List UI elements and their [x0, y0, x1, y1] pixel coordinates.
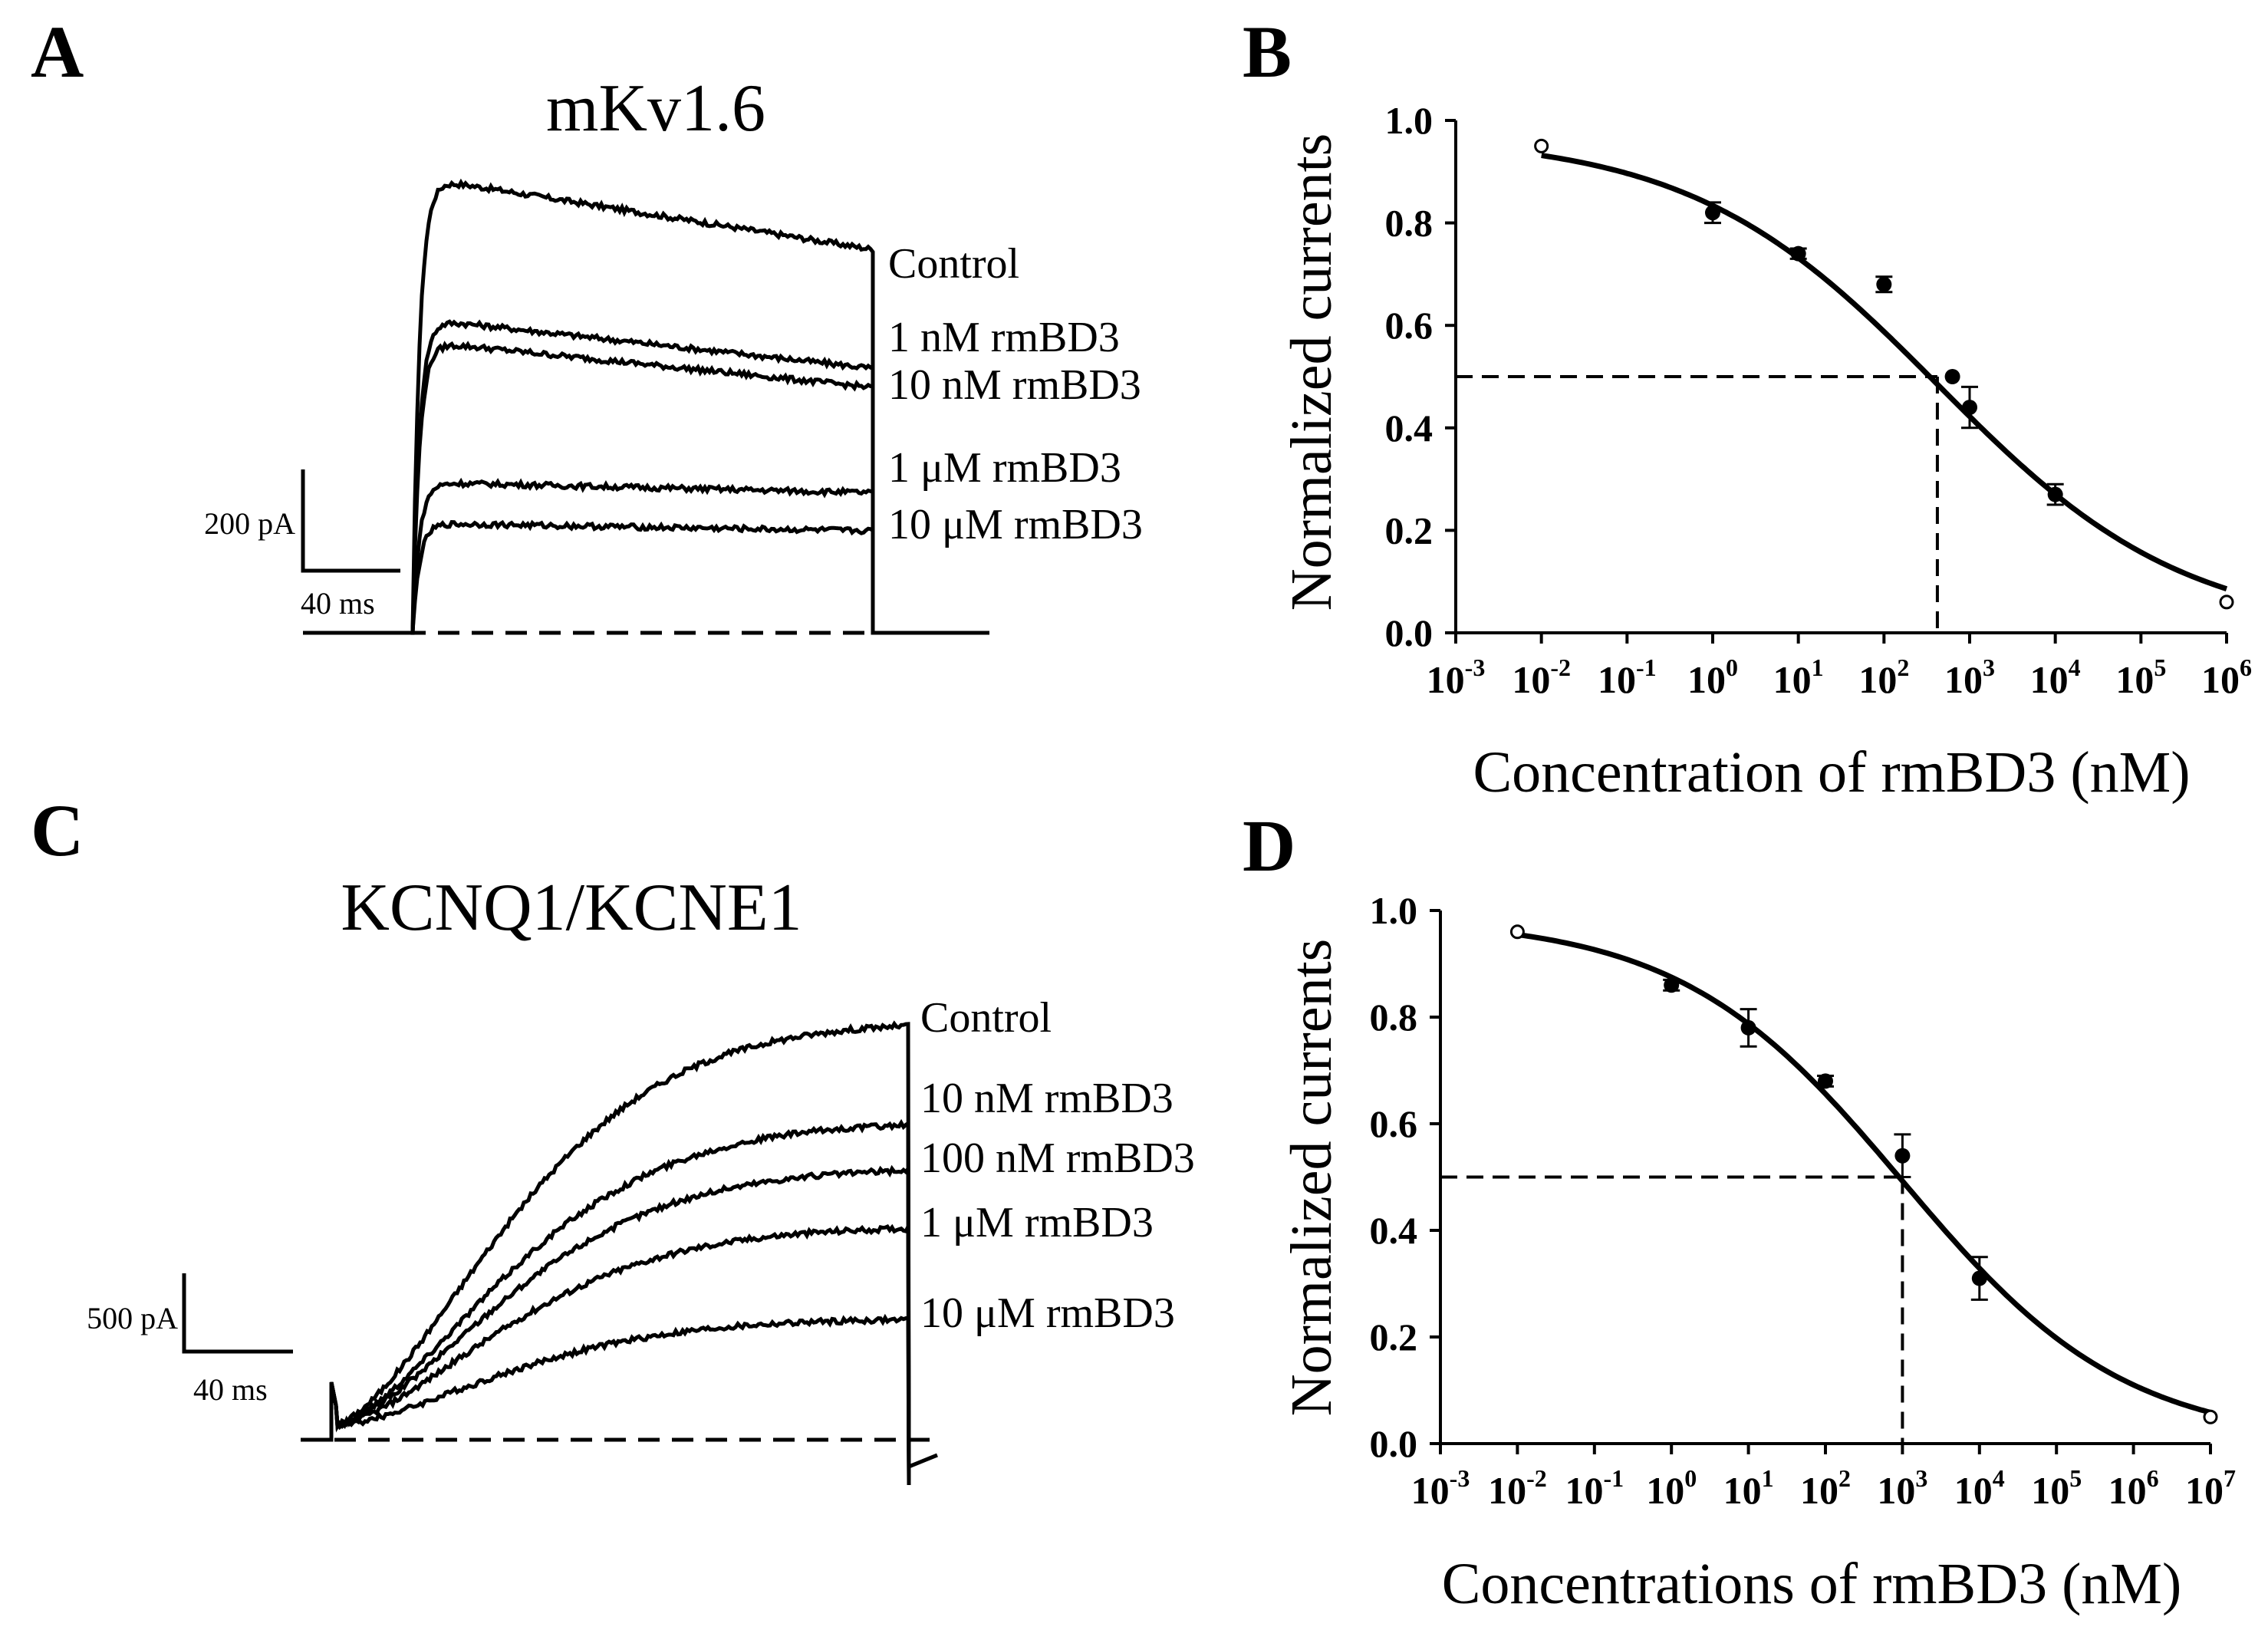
x-axis-title-b: Concentration of rmBD3 (nM)	[1473, 740, 2190, 805]
trace-label-c-1: 10 nM rmBD3	[920, 1075, 1174, 1122]
fit-endpoint-marker	[2219, 594, 2234, 610]
fit-endpoint-marker	[1534, 138, 1549, 153]
x-tick-label: 10-3	[1427, 654, 1486, 701]
scale-time-a: 40 ms	[301, 586, 375, 621]
trace-label-c-2: 100 nM rmBD3	[920, 1134, 1195, 1182]
x-tick-label: 10-1	[1565, 1464, 1624, 1512]
y-tick-label: 0.4	[1370, 1209, 1418, 1252]
panel-letter-c: C	[31, 789, 84, 871]
y-tick-label: 0.6	[1385, 304, 1434, 347]
x-tick-label: 102	[1800, 1464, 1851, 1512]
data-point	[1894, 1148, 1911, 1164]
data-point	[1944, 369, 1960, 384]
y-tick-label: 1.0	[1370, 889, 1418, 932]
current-trace-a-1	[303, 319, 875, 635]
current-trace-c-4	[301, 1313, 911, 1486]
current-trace-c-0	[301, 1020, 938, 1470]
data-point	[1971, 1270, 1987, 1286]
panel-letter-b: B	[1243, 11, 1292, 93]
fit-curve	[1541, 153, 2228, 592]
y-tick-label: 0.0	[1370, 1422, 1418, 1465]
trace-label-a-1: 1 nM rmBD3	[888, 314, 1120, 361]
y-tick-label: 0.6	[1370, 1102, 1418, 1145]
x-tick-label: 102	[1858, 654, 1909, 701]
x-tick-label: 100	[1687, 654, 1738, 701]
x-tick-label: 101	[1723, 1464, 1774, 1512]
current-trace-c-1	[301, 1118, 911, 1472]
x-tick-label: 105	[2115, 654, 2166, 701]
current-trace-a-2	[303, 341, 875, 635]
x-tick-label: 105	[2031, 1464, 2082, 1512]
x-tick-label: 10-2	[1488, 1464, 1547, 1512]
trace-label-c-4: 10 μM rmBD3	[920, 1289, 1175, 1337]
panel-a-title: mKv1.6	[546, 71, 765, 146]
x-tick-label: 10-2	[1512, 654, 1571, 701]
x-tick-label: 100	[1646, 1464, 1697, 1512]
panel-letter-a: A	[31, 11, 84, 93]
x-tick-label: 107	[2185, 1464, 2236, 1512]
current-trace-a-0	[303, 178, 989, 635]
x-tick-label: 106	[2201, 654, 2252, 701]
trace-label-a-3: 1 μM rmBD3	[888, 444, 1121, 492]
trace-label-a-0: Control	[888, 240, 1019, 288]
y-tick-label: 0.2	[1385, 509, 1434, 552]
data-point	[1740, 1019, 1756, 1036]
traces-a	[303, 178, 989, 635]
x-tick-label: 101	[1773, 654, 1824, 701]
data-point	[1876, 276, 1892, 292]
x-tick-label: 10-1	[1598, 654, 1657, 701]
y-tick-label: 0.0	[1385, 611, 1434, 654]
scale-bar-a	[301, 469, 400, 573]
fit-endpoint-marker	[1509, 924, 1525, 940]
dose-response-chart-b: 0.0 0.2 0.4 0.6 0.8 1.0 10-3 10-2 10-1 100 101 102 1…	[1385, 99, 2253, 701]
trace-label-a-2: 10 nM rmBD3	[888, 361, 1141, 409]
y-axis-title-b: Normalized currents	[1279, 133, 1344, 611]
fit-curve	[1516, 931, 2211, 1415]
panel-b: B 0.0 0.2 0.4 0.6 0.8 1.0 10-3 10-2 10-1 100 101 10…	[1243, 11, 2252, 805]
data-point	[1818, 1073, 1833, 1089]
y-tick-label: 0.2	[1370, 1316, 1418, 1358]
traces-c	[301, 1020, 938, 1486]
current-trace-a-3	[303, 477, 875, 635]
current-trace-c-2	[301, 1163, 911, 1477]
scale-time-c: 40 ms	[193, 1372, 268, 1407]
panel-c-title: KCNQ1/KCNE1	[341, 871, 802, 945]
data-point	[1962, 400, 1977, 416]
panel-a: A mKv1.6 200 pA 40 ms Control 1 nM rmBD3…	[31, 11, 1143, 635]
scale-bar-c	[182, 1273, 293, 1354]
trace-label-a-4: 10 μM rmBD3	[888, 501, 1143, 548]
panel-d: D 0.0 0.2 0.4 0.6 0.8 1.0 10-3 10-2 10-1 100 101 10…	[1243, 805, 2236, 1616]
panel-letter-d: D	[1243, 805, 1295, 887]
dose-response-chart-d: 0.0 0.2 0.4 0.6 0.8 1.0 10-3 10-2 10-1 100 101 102 1…	[1370, 889, 2237, 1512]
x-tick-label: 10-3	[1411, 1464, 1470, 1512]
data-point	[1664, 977, 1680, 993]
trace-label-c-0: Control	[920, 994, 1052, 1042]
y-tick-label: 1.0	[1385, 99, 1434, 142]
scale-current-c: 500 pA	[87, 1301, 178, 1335]
data-point	[1790, 245, 1806, 262]
trace-label-c-3: 1 μM rmBD3	[920, 1199, 1154, 1246]
x-tick-label: 103	[1877, 1464, 1927, 1512]
x-tick-label: 104	[1954, 1464, 2005, 1512]
y-tick-label: 0.8	[1370, 996, 1418, 1039]
current-trace-c-3	[301, 1223, 911, 1481]
data-point	[2047, 486, 2063, 502]
y-tick-label: 0.4	[1385, 407, 1434, 449]
x-tick-label: 103	[1944, 654, 1995, 701]
current-trace-a-4	[303, 519, 875, 635]
scale-current-a: 200 pA	[204, 506, 295, 541]
x-axis-title-d: Concentrations of rmBD3 (nM)	[1442, 1552, 2182, 1616]
x-tick-label: 106	[2108, 1464, 2159, 1512]
y-tick-label: 0.8	[1385, 202, 1434, 245]
y-axis-title-d: Normalized currents	[1279, 939, 1344, 1417]
data-point	[1705, 205, 1720, 221]
fit-endpoint-marker	[2203, 1409, 2218, 1424]
x-tick-label: 104	[2030, 654, 2081, 701]
panel-c: C KCNQ1/KCNE1 500 pA 40 ms Control 10 nM…	[31, 789, 1195, 1486]
